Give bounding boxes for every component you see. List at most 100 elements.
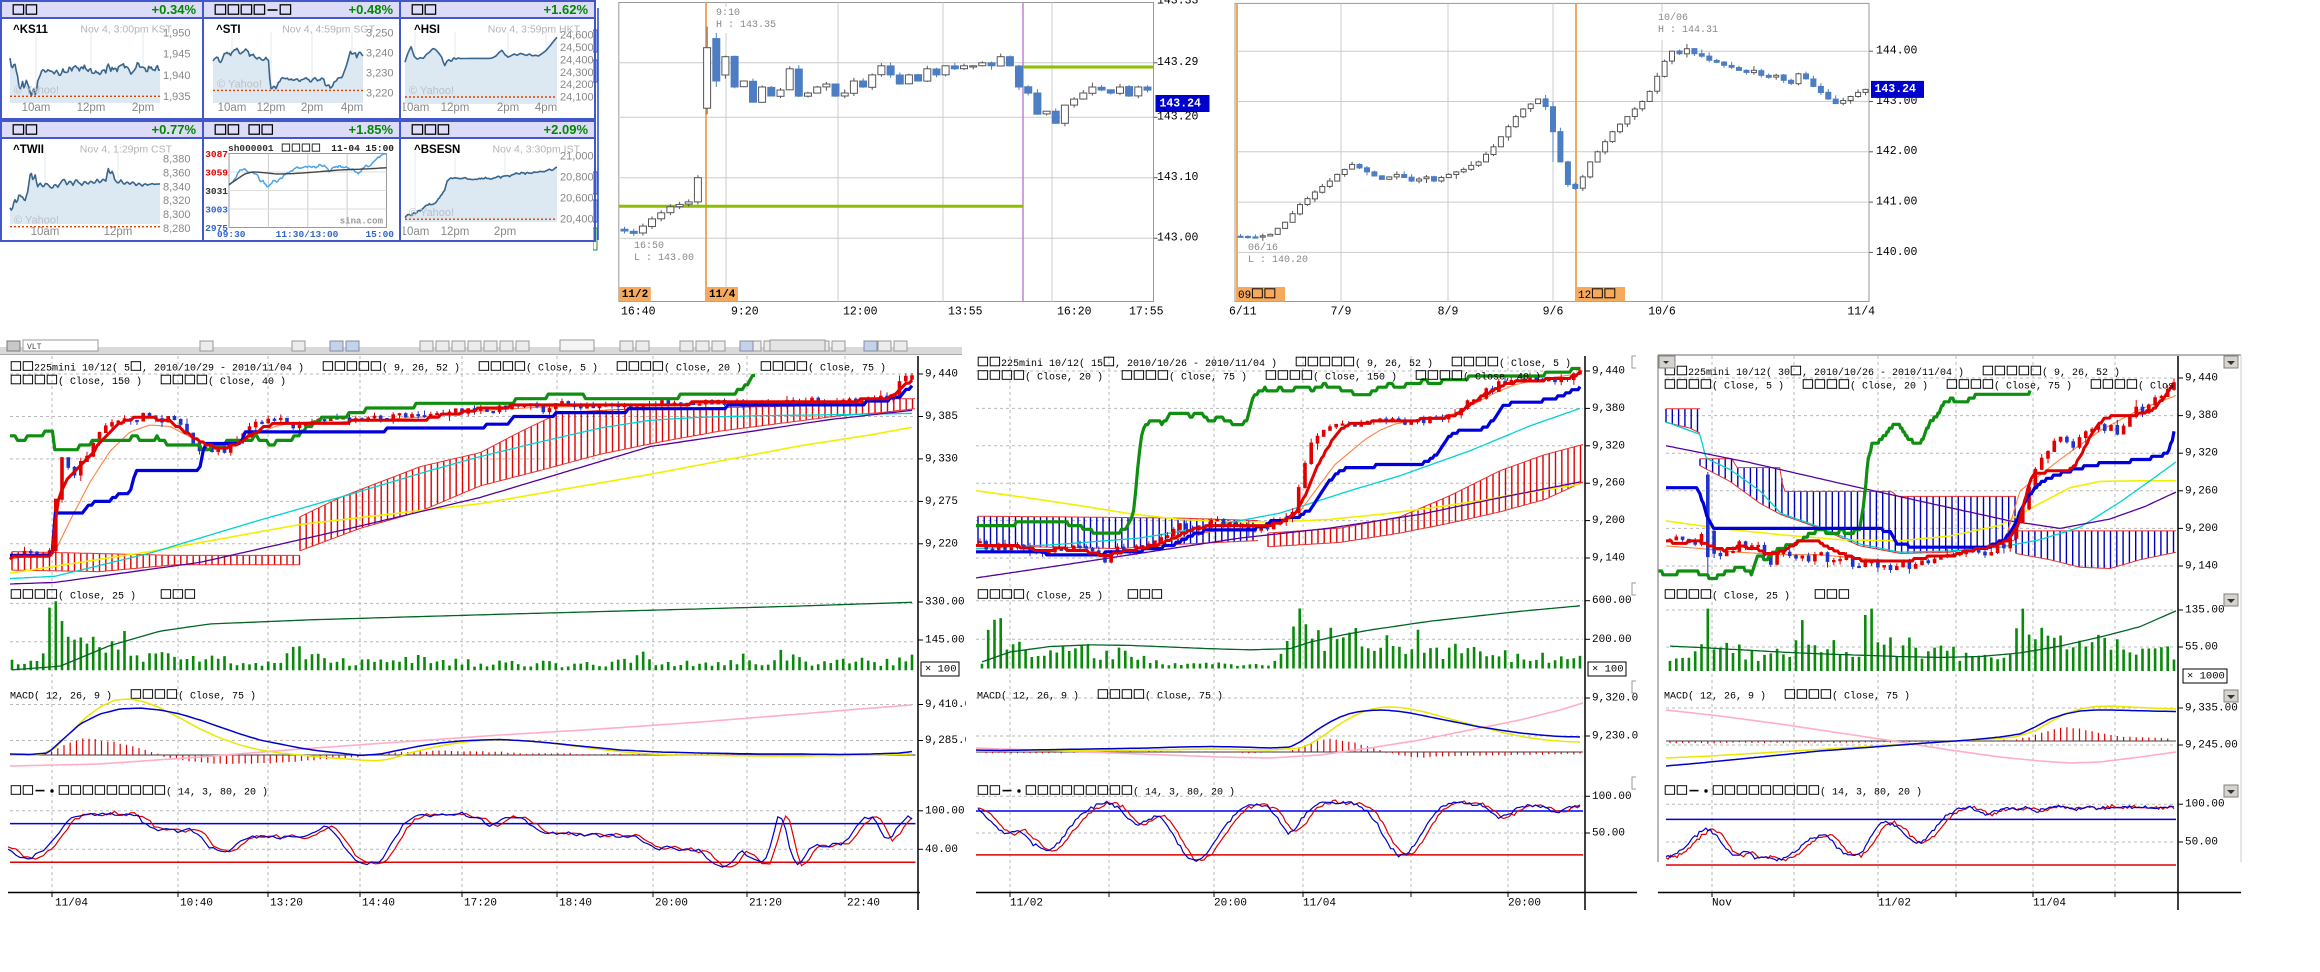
svg-text:15:00: 15:00 bbox=[365, 229, 394, 240]
svg-text:2pm: 2pm bbox=[494, 226, 516, 238]
svg-text:+1.62%: +1.62% bbox=[544, 2, 589, 17]
svg-text:09: 09 bbox=[1238, 290, 1251, 302]
svg-text:+2.09%: +2.09% bbox=[544, 122, 589, 137]
svg-text:11/04: 11/04 bbox=[1303, 898, 1336, 910]
svg-text:10am: 10am bbox=[218, 102, 247, 114]
svg-text:142.00: 142.00 bbox=[1876, 145, 1918, 158]
svg-text:13:20: 13:20 bbox=[270, 898, 303, 910]
svg-text:( Close, 25 ): ( Close, 25 ) bbox=[1712, 590, 1814, 602]
svg-text:8/9: 8/9 bbox=[1438, 305, 1459, 318]
svg-text:225mini 10/12( 30: 225mini 10/12( 30 bbox=[1688, 367, 1790, 379]
svg-text:11/4: 11/4 bbox=[709, 289, 736, 301]
svg-text:14:40: 14:40 bbox=[362, 898, 395, 910]
svg-text:© Yahoo!: © Yahoo! bbox=[409, 207, 454, 219]
svg-text:20,800: 20,800 bbox=[560, 172, 594, 184]
svg-text:( Close, 150 ): ( Close, 150 ) bbox=[58, 376, 160, 388]
svg-text:Nov 4, 3:59pm HKT: Nov 4, 3:59pm HKT bbox=[488, 24, 581, 36]
svg-text:143.00: 143.00 bbox=[1876, 95, 1918, 108]
svg-text:L : 140.20: L : 140.20 bbox=[1248, 255, 1308, 266]
svg-text:3,250: 3,250 bbox=[366, 28, 394, 40]
svg-text:50.00: 50.00 bbox=[2185, 837, 2218, 849]
svg-text:100.00: 100.00 bbox=[1592, 791, 1632, 803]
svg-text:135.00: 135.00 bbox=[2185, 605, 2225, 617]
svg-text:2pm: 2pm bbox=[301, 102, 323, 114]
svg-text:100.00: 100.00 bbox=[925, 805, 965, 817]
svg-text:10/06: 10/06 bbox=[1658, 12, 1688, 24]
svg-text:16:40: 16:40 bbox=[621, 305, 656, 318]
svg-text:140.00: 140.00 bbox=[1876, 246, 1918, 259]
svg-text:9,320: 9,320 bbox=[2185, 448, 2218, 460]
svg-text:, 2010/10/26 - 2010/11/04 ): , 2010/10/26 - 2010/11/04 ) bbox=[1802, 367, 1982, 379]
svg-text:9,200: 9,200 bbox=[2185, 523, 2218, 535]
svg-text:× 100: × 100 bbox=[1592, 664, 1624, 676]
svg-text:^BSESN: ^BSESN bbox=[414, 144, 460, 156]
svg-text:9,330: 9,330 bbox=[925, 453, 958, 465]
svg-text:^HSI: ^HSI bbox=[414, 24, 440, 36]
svg-text:9,200: 9,200 bbox=[1592, 515, 1625, 527]
svg-text:12:00: 12:00 bbox=[843, 305, 878, 318]
svg-text:9,410.0: 9,410.0 bbox=[925, 699, 966, 711]
svg-text:20:00: 20:00 bbox=[1214, 898, 1247, 910]
svg-text:13:55: 13:55 bbox=[948, 305, 983, 318]
svg-text:143.00: 143.00 bbox=[1157, 232, 1199, 245]
svg-text:9,320.0: 9,320.0 bbox=[1592, 693, 1638, 705]
svg-text:1,935: 1,935 bbox=[163, 91, 191, 103]
svg-text:11-04 15:00: 11-04 15:00 bbox=[331, 143, 394, 154]
svg-text:× 100: × 100 bbox=[925, 664, 957, 676]
svg-text:200.00: 200.00 bbox=[1592, 634, 1632, 646]
svg-text:( Close, 75 ): ( Close, 75 ) bbox=[1994, 380, 2090, 392]
svg-text:+0.48%: +0.48% bbox=[349, 2, 394, 17]
svg-text:21:20: 21:20 bbox=[749, 898, 782, 910]
svg-text:2pm: 2pm bbox=[132, 102, 154, 114]
svg-text:Nov: Nov bbox=[1712, 898, 1732, 910]
svg-text:16:50: 16:50 bbox=[634, 241, 664, 252]
svg-text:Nov 4, 3:30pm IST: Nov 4, 3:30pm IST bbox=[492, 144, 580, 156]
svg-text:145.00: 145.00 bbox=[925, 635, 965, 647]
svg-text:1,945: 1,945 bbox=[163, 49, 191, 61]
svg-text:9,230.0: 9,230.0 bbox=[1592, 731, 1638, 743]
svg-text:( 9, 26, 52 ): ( 9, 26, 52 ) bbox=[2042, 367, 2120, 379]
svg-text:3,230: 3,230 bbox=[366, 68, 394, 80]
svg-text:8,360: 8,360 bbox=[163, 167, 191, 179]
svg-text:L : 143.00: L : 143.00 bbox=[634, 253, 694, 264]
svg-text:06/16: 06/16 bbox=[1248, 242, 1278, 254]
svg-text:+0.34%: +0.34% bbox=[152, 2, 197, 17]
svg-text:3059: 3059 bbox=[205, 167, 228, 178]
svg-text:10am: 10am bbox=[403, 102, 429, 114]
svg-text:( 9, 26, 52 ): ( 9, 26, 52 ) bbox=[382, 362, 478, 374]
svg-text:Nov 4, 3:00pm KST: Nov 4, 3:00pm KST bbox=[80, 24, 172, 36]
svg-text:MACD( 12, 26, 9 ): MACD( 12, 26, 9 ) bbox=[1664, 690, 1784, 702]
svg-text:9:20: 9:20 bbox=[731, 305, 759, 318]
svg-text:330.00: 330.00 bbox=[925, 597, 965, 609]
svg-text:1,940: 1,940 bbox=[163, 70, 191, 82]
svg-text:9,245.00: 9,245.00 bbox=[2185, 740, 2238, 752]
svg-text:^TWII: ^TWII bbox=[13, 144, 44, 156]
svg-text:( Close, 75 ): ( Close, 75 ) bbox=[1145, 690, 1223, 702]
svg-text:143.10: 143.10 bbox=[1157, 171, 1199, 184]
svg-text:H : 143.35: H : 143.35 bbox=[716, 20, 776, 31]
svg-text:10am: 10am bbox=[403, 226, 429, 238]
svg-text:100.00: 100.00 bbox=[2185, 799, 2225, 811]
svg-text:9,385: 9,385 bbox=[925, 411, 958, 423]
svg-text:3,240: 3,240 bbox=[366, 48, 394, 60]
svg-text:24,400: 24,400 bbox=[560, 54, 594, 66]
svg-text:( 14, 3, 80, 20 ): ( 14, 3, 80, 20 ) bbox=[1133, 786, 1235, 798]
svg-text:11/4: 11/4 bbox=[1847, 305, 1875, 318]
svg-text:8,300: 8,300 bbox=[163, 209, 191, 221]
svg-text:24,100: 24,100 bbox=[560, 92, 594, 104]
svg-text:225mini 10/12( 5: 225mini 10/12( 5 bbox=[34, 362, 130, 374]
svg-text:600.00: 600.00 bbox=[1592, 595, 1632, 607]
svg-text:9,335.00: 9,335.00 bbox=[2185, 703, 2238, 715]
svg-text:8,280: 8,280 bbox=[163, 223, 191, 235]
svg-text:17:55: 17:55 bbox=[1129, 305, 1164, 318]
svg-text:16:20: 16:20 bbox=[1057, 305, 1092, 318]
svg-text:sh000001: sh000001 bbox=[228, 143, 274, 154]
svg-text:9,140: 9,140 bbox=[1592, 553, 1625, 565]
svg-text:9,380: 9,380 bbox=[1592, 403, 1625, 415]
svg-text:2975: 2975 bbox=[205, 223, 228, 234]
svg-text:11/04: 11/04 bbox=[55, 898, 88, 910]
svg-text:11/02: 11/02 bbox=[1878, 898, 1911, 910]
svg-text:17:20: 17:20 bbox=[464, 898, 497, 910]
svg-text:12: 12 bbox=[1578, 290, 1591, 302]
svg-text:9/6: 9/6 bbox=[1543, 305, 1564, 318]
